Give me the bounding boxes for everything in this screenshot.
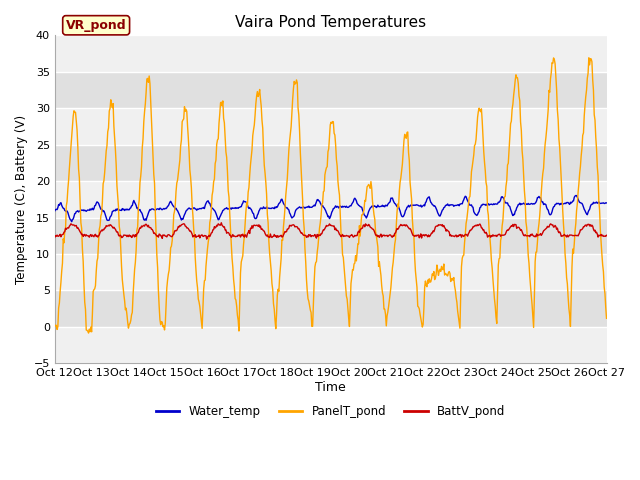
Y-axis label: Temperature (C), Battery (V): Temperature (C), Battery (V) — [15, 115, 28, 284]
Text: VR_pond: VR_pond — [66, 19, 127, 32]
Legend: Water_temp, PanelT_pond, BattV_pond: Water_temp, PanelT_pond, BattV_pond — [151, 401, 510, 423]
Bar — [55, 72, 607, 108]
Title: Vaira Pond Temperatures: Vaira Pond Temperatures — [235, 15, 426, 30]
Bar — [55, 144, 607, 181]
X-axis label: Time: Time — [316, 381, 346, 394]
Bar — [55, 290, 607, 327]
Bar — [55, 217, 607, 254]
